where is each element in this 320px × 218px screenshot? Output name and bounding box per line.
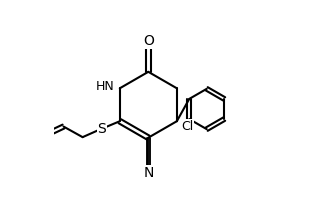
- Text: HN: HN: [96, 80, 115, 93]
- Text: Cl: Cl: [181, 120, 193, 133]
- Text: O: O: [143, 34, 154, 48]
- Text: S: S: [97, 122, 106, 136]
- Text: N: N: [143, 166, 154, 180]
